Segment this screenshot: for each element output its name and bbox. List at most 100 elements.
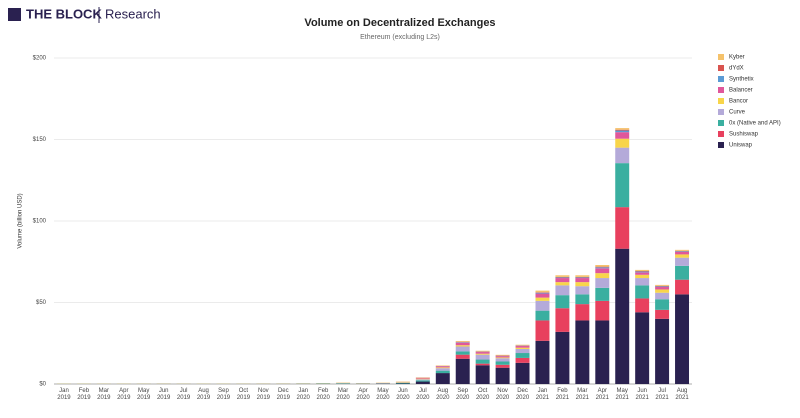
bar-segment	[655, 318, 670, 384]
legend-label: Kyber	[729, 55, 745, 61]
chart-subtitle: Ethereum (excluding L2s)	[360, 34, 440, 41]
bar-segment	[475, 353, 490, 355]
bar-segment	[595, 320, 610, 384]
bar-segment	[515, 347, 530, 349]
x-tick-label: Feb 2020	[316, 388, 330, 401]
bar-segment	[675, 294, 690, 384]
bar-segment	[475, 363, 490, 366]
bar-segment	[395, 382, 410, 384]
bar-segment	[455, 340, 470, 342]
x-tick-label: Dec 2020	[515, 388, 530, 401]
legend-swatch	[718, 98, 724, 104]
legend-swatch	[718, 65, 724, 71]
bar-segment	[495, 356, 510, 358]
bar-segment	[495, 358, 510, 362]
x-tick-label: Apr 2021	[595, 388, 609, 401]
x-tick-label: Aug 2019	[196, 388, 211, 401]
bar-segment	[595, 300, 610, 321]
legend-label: dYdX	[729, 66, 744, 72]
bar-segment	[475, 354, 490, 360]
logo-icon	[8, 8, 21, 21]
x-tick-label: Nov 2019	[256, 388, 271, 401]
bar-segment	[575, 320, 590, 384]
y-tick-label: $150	[33, 137, 47, 143]
bar-segment	[415, 377, 430, 379]
bar-segment	[535, 310, 550, 321]
bar-segment	[475, 365, 490, 384]
bar-segment	[535, 292, 550, 294]
bar-segment	[415, 381, 430, 384]
bar-segment	[555, 331, 570, 384]
x-tick-label: Sep 2019	[216, 388, 231, 401]
legend-label: Curve	[729, 110, 746, 116]
bar-segment	[435, 370, 450, 374]
bar-segment	[655, 287, 670, 290]
x-tick-label: Jun 2021	[635, 388, 649, 401]
bar-segment	[615, 138, 630, 148]
bar-segment	[535, 320, 550, 341]
x-tick-label: Mar 2020	[336, 388, 350, 401]
bar-segment	[455, 346, 470, 352]
bar-segment	[575, 278, 590, 283]
bar-segment	[675, 249, 690, 251]
x-tick-label: Feb 2019	[77, 388, 91, 401]
bar-segment	[615, 163, 630, 208]
bar-segment	[635, 271, 650, 273]
bar-segment	[635, 272, 650, 275]
x-tick-label: Mar 2021	[575, 388, 590, 401]
bar-segment	[595, 278, 610, 288]
bar-segment	[615, 147, 630, 164]
y-tick-label: $200	[33, 56, 47, 62]
legend-swatch	[718, 142, 724, 148]
bar-segment	[435, 366, 450, 368]
bar-segment	[675, 257, 690, 266]
bar-segment	[455, 358, 470, 384]
legend-label: Uniswap	[729, 143, 753, 149]
x-tick-label: May 2020	[376, 388, 390, 401]
x-tick-label: Mar 2019	[97, 388, 111, 401]
bar-segment	[595, 267, 610, 269]
bar-segment	[615, 128, 630, 130]
bar-segment	[555, 282, 570, 286]
x-tick-label: Jul 2020	[416, 388, 430, 401]
bar-segment	[615, 132, 630, 139]
bar-segment	[495, 364, 510, 368]
bar-segment	[575, 282, 590, 287]
x-tick-label: Jul 2021	[655, 388, 669, 401]
y-tick-label: $50	[36, 300, 47, 306]
x-tick-label: Jun 2019	[156, 388, 171, 401]
bar-segment	[575, 294, 590, 305]
bar-segment	[415, 379, 430, 381]
legend-swatch	[718, 120, 724, 126]
bar-segment	[635, 269, 650, 272]
bar-segment	[475, 350, 490, 352]
bar-segment	[475, 352, 490, 354]
bar-segment	[555, 278, 570, 283]
bar-segment	[595, 265, 610, 267]
x-tick-label: Apr 2020	[356, 388, 370, 401]
bar-segment	[415, 378, 430, 380]
bar-segment	[635, 274, 650, 279]
x-tick-label: Aug 2020	[436, 388, 450, 401]
bar-segment	[675, 251, 690, 252]
bar-segment	[655, 309, 670, 319]
bar-segment	[655, 299, 670, 310]
bar-segment	[535, 293, 550, 298]
bar-segment	[675, 254, 690, 258]
legend-label: 0x (Native and API)	[729, 121, 781, 127]
bar-segment	[615, 130, 630, 133]
legend-label: Synthetix	[729, 77, 754, 83]
bar-segment	[535, 300, 550, 311]
x-tick-label: Nov 2020	[495, 388, 510, 401]
bar-segment	[435, 373, 450, 384]
bar-segment	[675, 279, 690, 295]
legend-swatch	[718, 87, 724, 93]
bar-segment	[455, 351, 470, 355]
x-tick-label: Jun 2020	[396, 388, 410, 401]
bar-segment	[535, 297, 550, 301]
bar-segment	[615, 129, 630, 131]
x-tick-label: Jan 2020	[296, 388, 310, 401]
bar-segment	[635, 278, 650, 286]
brand: THE BLOCK	[26, 6, 102, 21]
